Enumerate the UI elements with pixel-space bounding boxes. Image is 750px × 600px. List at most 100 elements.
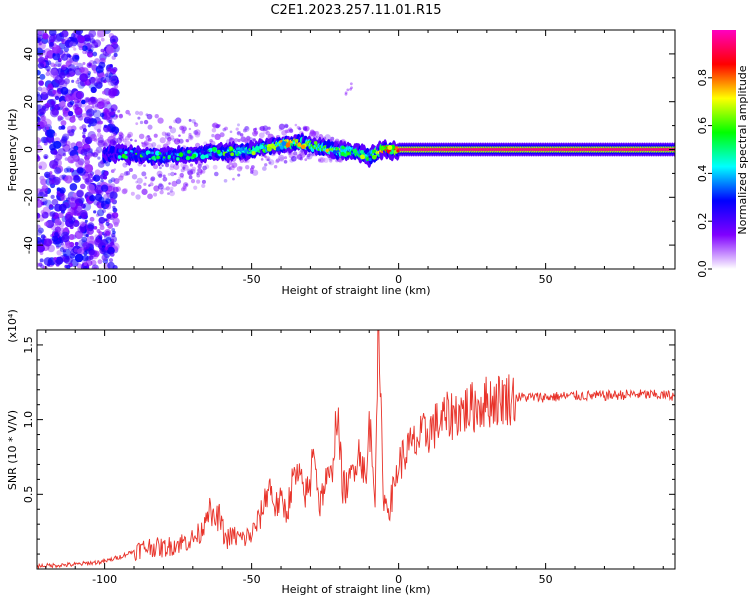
spectrogram-noise-point [93,109,97,113]
spectrogram-noise-point [38,262,43,267]
spectrogram-noise-point [109,191,118,200]
spectrogram-noise-point [50,100,56,106]
spectrogram-y-tick-label: 0 [22,146,35,153]
spectrogram-halo-point [283,156,288,160]
spectrogram-halo-point [182,126,187,132]
spectrogram-ridge-hotspot [389,151,393,155]
spectrogram-noise-point [55,241,62,248]
spectrogram-halo-point [228,167,232,171]
spectrogram-ridge-hotspot [124,151,128,155]
spectrogram-halo-point [188,132,192,137]
spectrogram-noise-point [83,37,92,46]
snr-plot-area [37,330,675,569]
spectrogram-noise-point [73,67,77,72]
spectrogram-halo-point [308,131,314,137]
spectrogram-ridge-hotspot [340,151,345,157]
spectrogram-halo-point [194,129,201,136]
spectrogram-halo-point [113,178,120,185]
spectrogram-halo-point [169,190,175,197]
spectrogram-halo-point [231,162,238,168]
spectrogram-halo-point [165,186,171,191]
spectrogram-ridge-hotspot [161,155,164,158]
spectrogram-noise-point [86,227,94,235]
snr-x-label: Height of straight line (km) [281,583,430,596]
spectrogram-noise-point [49,108,59,118]
spectrogram-halo-point [268,161,272,165]
spectrogram-noise-point [57,63,61,68]
spectrogram-noise-point [64,264,68,269]
spectrogram-halo-point [222,127,227,132]
spectrogram-halo-point [185,183,188,186]
spectrogram-halo-point [112,137,119,144]
spectrogram-noise-point [57,115,63,121]
spectrogram-halo-point [324,134,331,141]
spectrogram-noise-point [60,37,65,43]
spectrogram-halo-point [138,111,144,116]
spectrogram-noise-point [67,196,76,205]
spectrogram-halo-point [260,158,264,161]
spectrogram-x-label: Height of straight line (km) [281,284,430,297]
spectrogram-noise-point [70,197,75,202]
spectrogram-ridge-hotspot [360,154,366,160]
spectrogram-noise-point [43,48,52,57]
spectrogram-ridge-hotspot [238,153,242,157]
spectrogram-noise-point [88,113,93,118]
spectrogram-ridge-hotspot [293,143,296,147]
spectrogram-halo-point [263,155,267,158]
spectrogram-halo-point [267,126,271,130]
spectrogram-halo-point [157,183,164,190]
spectrogram-halo-point [180,125,187,132]
spectrogram-halo-point [245,136,251,141]
spectrogram-noise-point [49,159,59,169]
spectrogram-noise-point [96,209,105,217]
spectrogram-ridge-hotspot [341,145,345,150]
spectrogram-ridge-hotspot [317,144,321,148]
spectrogram-halo-point [311,132,316,137]
spectrogram-halo-point [219,132,225,138]
spectrogram-noise-point [38,165,43,169]
spectrogram-halo-point [187,134,194,141]
spectrogram-halo-point [189,135,193,139]
spectrogram-halo-point [311,153,315,157]
spectrogram-ridge-hotspot [216,149,221,155]
spectrogram-ridge-hotspot [368,157,372,162]
spectrogram-noise-point [42,200,47,206]
spectrogram-noise-point [86,62,93,69]
spectrogram-noise-point [37,244,45,253]
spectrogram-halo-point [262,166,267,171]
spectrogram-noise-point [92,51,98,57]
spectrogram-halo-point [128,168,133,173]
spectrogram-halo-point [154,114,159,119]
spectrogram-noise-point [78,66,85,73]
spectrogram-halo-point [113,168,117,171]
spectrogram-noise-point [111,227,116,232]
spectrogram-noise-point [73,248,79,253]
spectrogram-halo-point [153,192,158,197]
spectrogram-noise-point [76,141,83,148]
spectrogram-noise-point [73,175,81,183]
spectrogram-noise-point [100,99,109,108]
snr-x-ticks: -100 -50 0 50 [45,330,664,586]
spectrogram-noise-point [48,211,54,217]
spectrogram-ridge-hotspot [286,139,289,142]
spectrogram-noise-point [78,168,86,176]
spectrogram-noise-point [54,95,60,101]
spectrogram-halo-point [212,122,219,129]
spectrogram-noise-point [52,89,57,95]
spectrogram-noise-point [85,259,93,267]
spectrogram-noise-point [65,140,71,147]
spectrogram-noise-point [73,99,78,104]
spectrogram-noise-point [86,108,95,117]
spectrogram-noise-point [97,259,103,265]
spectrogram-noise-point [74,197,80,203]
spectrogram-halo-point [168,125,173,129]
spectrogram-halo-point [253,128,257,132]
spectrogram-noise-point [58,203,67,212]
spectrogram-halo-point [151,142,157,148]
spectrogram-noise-point [63,78,70,85]
spectrogram-halo-point [306,155,310,160]
spectrogram-halo-point [199,171,203,175]
snr-y-label: SNR (10 * V/V) [6,410,19,490]
spectrogram-noise-point [65,60,72,67]
spectrogram-halo-point [191,119,196,124]
